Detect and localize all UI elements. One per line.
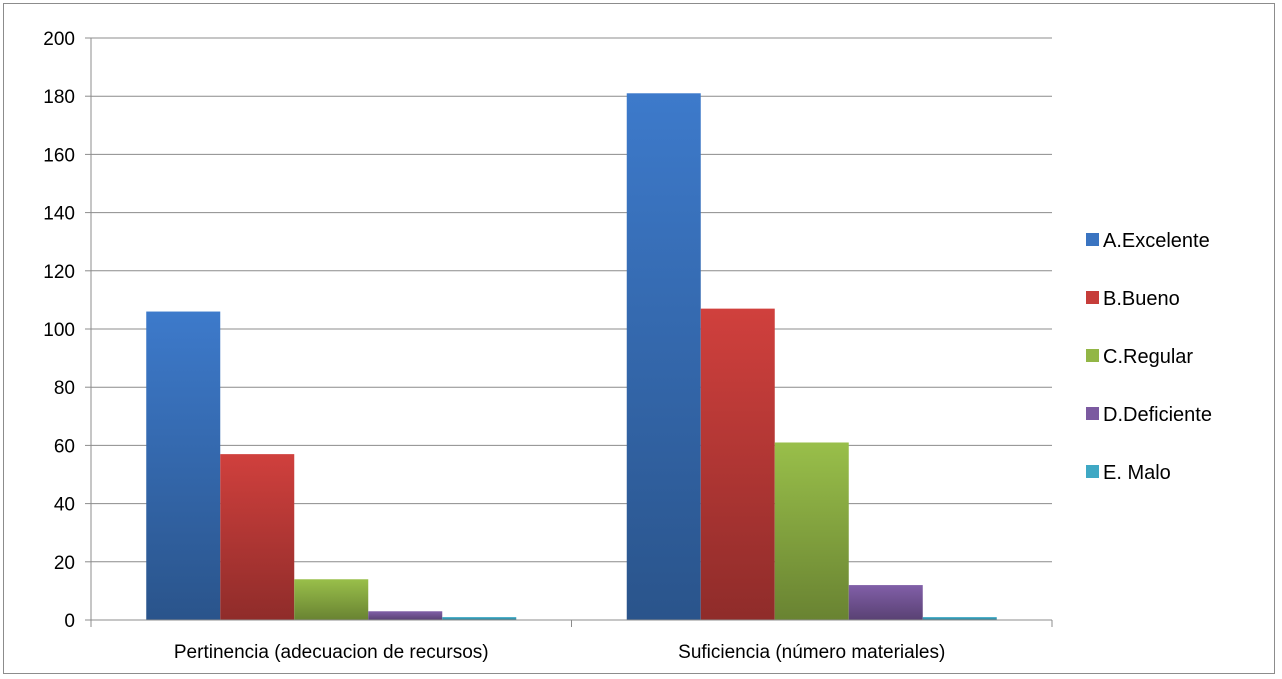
bar-c-regular-0 [294, 579, 369, 620]
x-tick-label: Suficiencia (número materiales) [678, 642, 945, 663]
legend-label: D.Deficiente [1103, 404, 1212, 426]
y-tick-label: 140 [43, 204, 75, 225]
bar-chart: 0 20 40 60 80 100 120 140 160 180 200 Pertinencia … [43, 29, 1212, 663]
y-tick-labels: 0 20 40 60 80 100 120 140 160 180 200 [43, 29, 75, 632]
y-tick-label: 0 [64, 611, 75, 632]
axes [85, 37, 1053, 627]
x-tick-label: Pertinencia (adecuacion de recursos) [174, 642, 489, 663]
bar-e-malo-1 [922, 617, 997, 620]
y-tick-label: 60 [54, 436, 75, 457]
legend-label: E. Malo [1103, 462, 1171, 484]
bar-c-regular-1 [774, 442, 849, 620]
legend-swatch [1086, 233, 1099, 246]
bar-d-deficiente-1 [848, 585, 923, 620]
bar-b-bueno-0 [220, 454, 295, 620]
y-tick-label: 100 [43, 320, 75, 341]
bar-a-excelente-0 [146, 311, 221, 620]
legend-swatch [1086, 291, 1099, 304]
y-tick-label: 80 [54, 378, 75, 399]
legend-label: B.Bueno [1103, 288, 1180, 310]
bar-d-deficiente-0 [368, 611, 443, 620]
y-tick-label: 200 [43, 29, 75, 50]
legend-swatch [1086, 407, 1099, 420]
x-tick-labels: Pertinencia (adecuacion de recursos) Sufi… [174, 642, 945, 663]
y-tick-label: 120 [43, 262, 75, 283]
bar-a-excelente-1 [626, 93, 701, 621]
chart-frame: 0 20 40 60 80 100 120 140 160 180 200 Pertinencia … [3, 3, 1275, 674]
legend: A.Excelente B.Bueno C.Regular D.Deficiente E… [1086, 230, 1212, 484]
legend-label: A.Excelente [1103, 230, 1210, 252]
y-tick-label: 160 [43, 145, 75, 166]
legend-label: C.Regular [1103, 346, 1193, 368]
legend-swatch [1086, 465, 1099, 478]
y-tick-label: 20 [54, 553, 75, 574]
bars [146, 93, 997, 621]
bar-e-malo-0 [442, 617, 517, 620]
y-tick-label: 180 [43, 87, 75, 108]
bar-b-bueno-1 [700, 308, 775, 620]
y-tick-label: 40 [54, 495, 75, 516]
legend-swatch [1086, 349, 1099, 362]
